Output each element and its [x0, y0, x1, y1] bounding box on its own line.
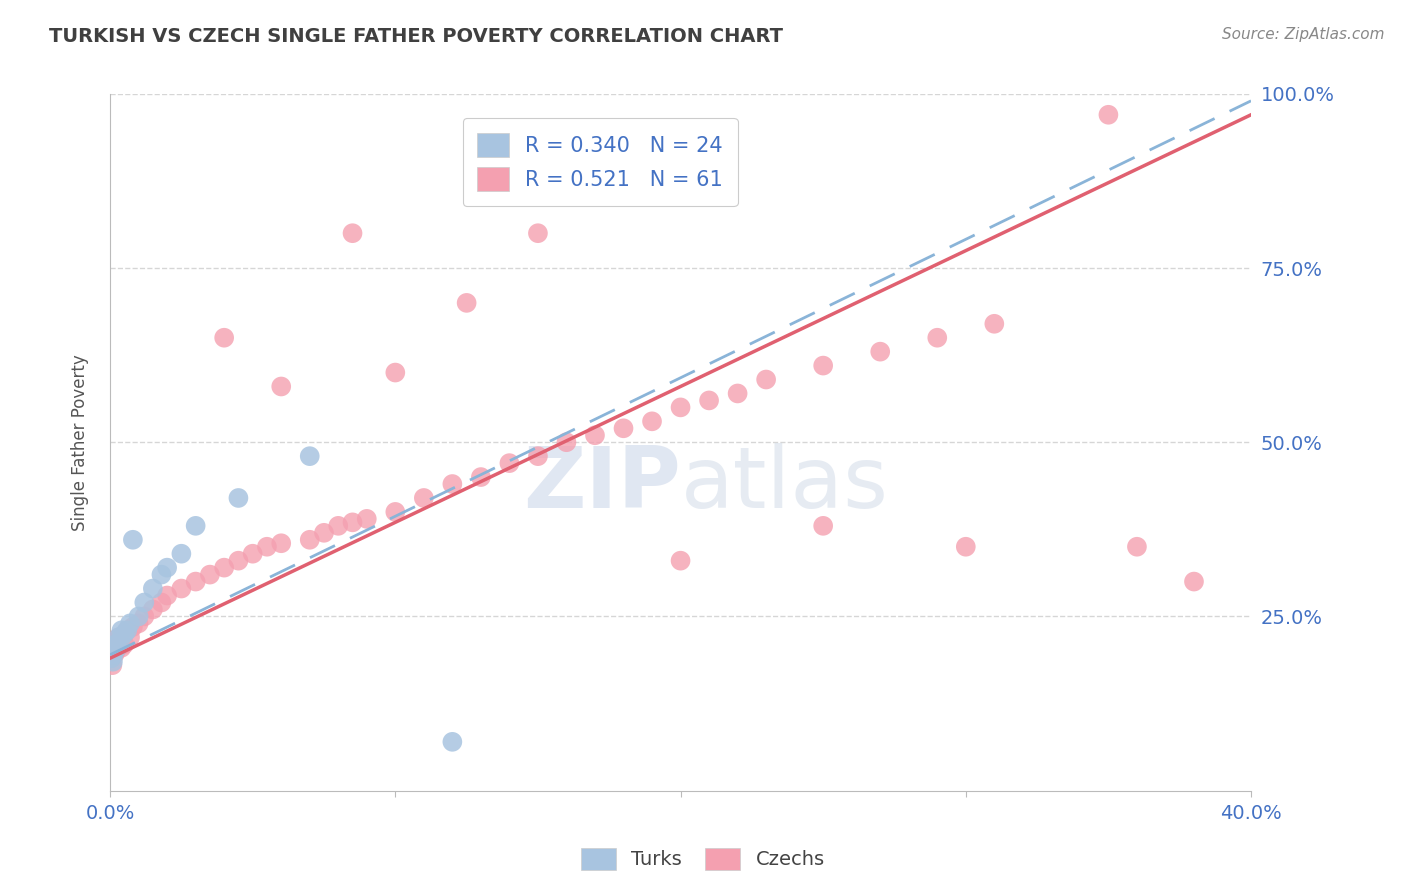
Point — [101, 644, 124, 658]
Point — [356, 512, 378, 526]
Point — [122, 620, 145, 634]
Point — [498, 456, 520, 470]
Point — [101, 658, 124, 673]
Point — [384, 366, 406, 380]
Point — [727, 386, 749, 401]
Legend: Turks, Czechs: Turks, Czechs — [574, 839, 832, 878]
Point — [342, 516, 364, 530]
Point — [955, 540, 977, 554]
Point — [412, 491, 434, 505]
Point — [555, 435, 578, 450]
Point — [150, 567, 173, 582]
Point — [156, 560, 179, 574]
Text: TURKISH VS CZECH SINGLE FATHER POVERTY CORRELATION CHART: TURKISH VS CZECH SINGLE FATHER POVERTY C… — [49, 27, 783, 45]
Point — [156, 589, 179, 603]
Text: ZIP: ZIP — [523, 442, 681, 525]
Point — [441, 477, 464, 491]
Point — [142, 582, 165, 596]
Point — [697, 393, 720, 408]
Point — [170, 582, 193, 596]
Point — [115, 624, 138, 638]
Point — [256, 540, 278, 554]
Point — [669, 401, 692, 415]
Point — [134, 609, 156, 624]
Point — [115, 624, 138, 638]
Point — [441, 735, 464, 749]
Point — [101, 644, 124, 658]
Text: atlas: atlas — [681, 442, 889, 525]
Point — [101, 655, 124, 669]
Point — [107, 630, 129, 644]
Point — [212, 331, 235, 345]
Point — [198, 567, 221, 582]
Point — [134, 595, 156, 609]
Point — [105, 640, 128, 655]
Point — [298, 449, 321, 463]
Point — [104, 644, 127, 658]
Point — [755, 372, 778, 386]
Point — [583, 428, 606, 442]
Point — [103, 637, 125, 651]
Point — [270, 379, 292, 393]
Y-axis label: Single Father Poverty: Single Father Poverty — [72, 354, 89, 531]
Point — [669, 554, 692, 568]
Point — [103, 644, 125, 658]
Point — [128, 609, 150, 624]
Point — [100, 651, 122, 665]
Point — [242, 547, 264, 561]
Point — [983, 317, 1005, 331]
Point — [150, 595, 173, 609]
Point — [108, 633, 131, 648]
Point — [228, 491, 250, 505]
Point — [184, 574, 207, 589]
Point — [100, 651, 122, 665]
Point — [869, 344, 891, 359]
Point — [128, 616, 150, 631]
Point — [122, 533, 145, 547]
Point — [110, 640, 132, 655]
Point — [104, 637, 127, 651]
Text: Source: ZipAtlas.com: Source: ZipAtlas.com — [1222, 27, 1385, 42]
Point — [641, 414, 664, 428]
Point — [527, 226, 550, 240]
Point — [112, 627, 135, 641]
Point — [103, 648, 125, 662]
Point — [118, 630, 141, 644]
Point — [328, 518, 350, 533]
Point — [811, 518, 834, 533]
Point — [1126, 540, 1149, 554]
Point — [1097, 108, 1119, 122]
Point — [927, 331, 949, 345]
Legend: R = 0.340   N = 24, R = 0.521   N = 61: R = 0.340 N = 24, R = 0.521 N = 61 — [463, 119, 738, 206]
Point — [527, 449, 550, 463]
Point — [612, 421, 634, 435]
Point — [103, 648, 125, 662]
Point — [110, 624, 132, 638]
Point — [470, 470, 492, 484]
Point — [118, 616, 141, 631]
Point — [184, 518, 207, 533]
Point — [228, 554, 250, 568]
Point — [107, 630, 129, 644]
Point — [384, 505, 406, 519]
Point — [212, 560, 235, 574]
Point — [298, 533, 321, 547]
Point — [170, 547, 193, 561]
Point — [142, 602, 165, 616]
Point — [105, 633, 128, 648]
Point — [342, 226, 364, 240]
Point — [456, 296, 478, 310]
Point — [270, 536, 292, 550]
Point — [312, 525, 335, 540]
Point — [811, 359, 834, 373]
Point — [1182, 574, 1205, 589]
Point — [112, 637, 135, 651]
